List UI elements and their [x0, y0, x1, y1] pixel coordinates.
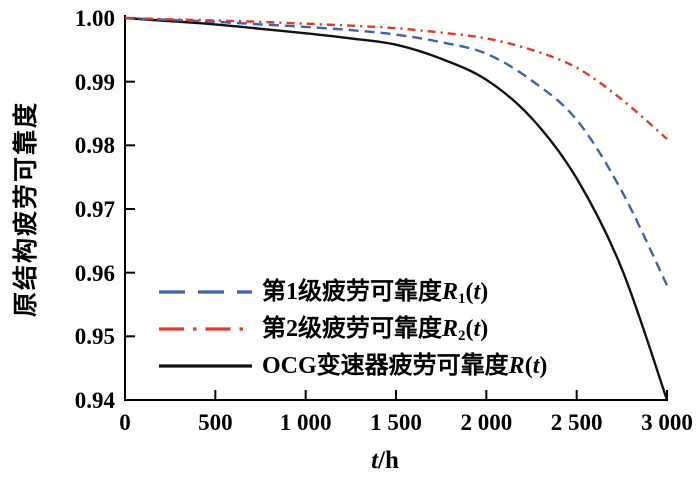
legend-item-3: OCG变速器疲劳可靠度R(t) [157, 347, 547, 384]
x-axis-title: t/h [371, 447, 399, 475]
axes-frame [124, 15, 668, 401]
y-tick-label: 0.98 [74, 133, 115, 159]
y-tick-label: 0.94 [74, 388, 115, 413]
y-axis-title: 原结构疲劳可靠度 [13, 100, 40, 318]
x-tick-label: 1 000 [279, 410, 332, 435]
x-tick-label: 500 [198, 410, 233, 435]
y-tick-label: 1.00 [74, 6, 115, 31]
x-axis-unit: h [385, 447, 399, 474]
series-curve-3 [124, 16, 669, 401]
y-tick-label: 0.95 [74, 324, 115, 350]
x-tick-label: 1 500 [370, 410, 422, 435]
legend-line-sample [159, 289, 252, 294]
legend-label: OCG变速器疲劳可靠度R(t) [262, 352, 548, 379]
y-tick-label: 0.99 [74, 69, 115, 95]
legend-line-sample [159, 363, 252, 368]
legend-label: 第1级疲劳可靠度R1(t) [262, 278, 489, 307]
series-curve-1 [124, 16, 669, 286]
legend-label: 第2级疲劳可靠度R2(t) [262, 315, 489, 344]
x-tick-label: 3 000 [641, 410, 693, 435]
x-axis-separator: / [378, 447, 385, 474]
y-tick-label: 0.97 [74, 197, 115, 222]
y-tick-label: 0.96 [74, 260, 115, 286]
legend-item-2: 第2级疲劳可靠度R2(t) [157, 310, 547, 347]
legend: 第1级疲劳可靠度R1(t) 第2级疲劳可靠度R2(t) OCG变速器疲劳可靠度R(t… [157, 273, 547, 384]
x-tick-label: 0 [119, 410, 131, 435]
x-tick-label: 2 500 [550, 410, 603, 435]
legend-line-sample [159, 326, 252, 331]
legend-item-1: 第1级疲劳可靠度R1(t) [157, 273, 547, 310]
series-curve-2 [124, 16, 668, 140]
x-axis-variable: t [371, 447, 379, 474]
x-tick-label: 2 000 [460, 410, 513, 435]
